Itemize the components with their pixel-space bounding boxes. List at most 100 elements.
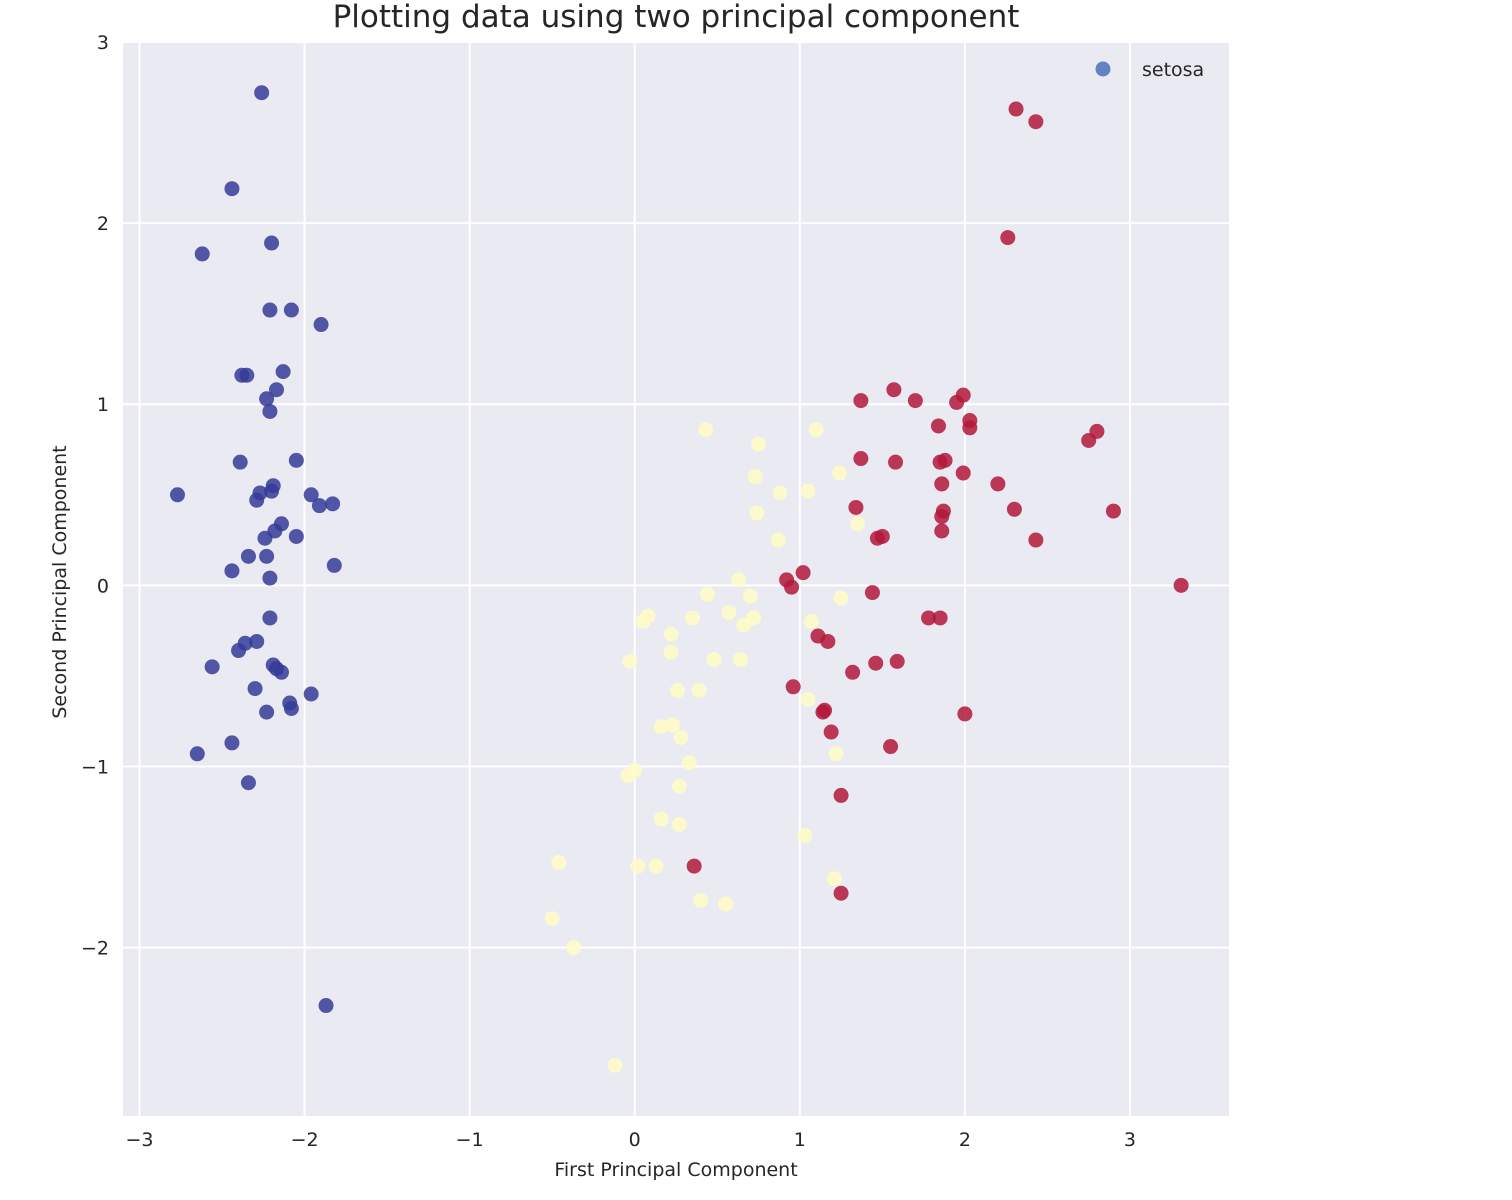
data-point (747, 469, 763, 485)
data-point (772, 485, 788, 501)
data-point (311, 498, 327, 514)
data-point (1008, 101, 1024, 117)
data-point (815, 704, 831, 720)
data-point (288, 452, 304, 468)
data-point (800, 483, 816, 499)
data-point (663, 644, 679, 660)
data-point (868, 655, 884, 671)
data-point (706, 652, 722, 668)
data-point (283, 700, 299, 716)
data-point (845, 664, 861, 680)
data-point (957, 706, 973, 722)
data-point (800, 691, 816, 707)
data-point (566, 940, 582, 956)
data-point (823, 724, 839, 740)
data-point (1028, 532, 1044, 548)
data-point (797, 827, 813, 843)
data-point (888, 454, 904, 470)
data-point (607, 1057, 623, 1073)
data-point (850, 516, 866, 532)
x-tick-label: −2 (291, 1129, 319, 1151)
data-point (930, 418, 946, 434)
data-point (718, 896, 734, 912)
data-point (731, 572, 747, 588)
data-point (275, 364, 291, 380)
x-tick-label: 3 (1124, 1129, 1136, 1151)
y-tick-label: 2 (97, 213, 109, 235)
data-point (693, 892, 709, 908)
data-point (686, 858, 702, 874)
y-tick-label: 1 (97, 394, 109, 416)
data-point (1006, 501, 1022, 517)
x-tick-label: 0 (629, 1129, 641, 1151)
data-point (247, 681, 263, 697)
data-point (544, 911, 560, 927)
data-point (742, 588, 758, 604)
x-tick-labels: −3 −2 −1 0 1 2 3 (125, 1129, 1136, 1151)
data-point (169, 487, 185, 503)
data-point (721, 605, 737, 621)
x-tick-label: 2 (959, 1129, 971, 1151)
data-point (833, 590, 849, 606)
data-point (853, 393, 869, 409)
data-point (663, 626, 679, 642)
data-point (795, 565, 811, 581)
data-point (691, 682, 707, 698)
legend-marker-setosa (1095, 61, 1111, 77)
data-point (194, 246, 210, 262)
data-point (1105, 503, 1121, 519)
data-point (990, 476, 1006, 492)
data-point (622, 653, 638, 669)
data-point (653, 811, 669, 827)
data-point (257, 530, 273, 546)
y-tick-label: −2 (81, 938, 109, 960)
legend: setosa (1095, 59, 1204, 81)
x-axis-label: First Principal Component (554, 1159, 797, 1181)
data-point (259, 391, 275, 407)
data-point (934, 509, 950, 525)
data-point (269, 382, 285, 398)
data-point (889, 653, 905, 669)
data-point (232, 454, 248, 470)
y-tick-label: 0 (97, 575, 109, 597)
data-point (921, 610, 937, 626)
data-point (932, 454, 948, 470)
data-point (627, 762, 643, 778)
data-point (808, 422, 824, 438)
data-point (325, 496, 341, 512)
data-point (648, 858, 664, 874)
data-point (770, 532, 786, 548)
data-point (673, 729, 689, 745)
y-tick-labels: −2 −1 0 1 2 3 (81, 32, 109, 960)
x-tick-label: 1 (794, 1129, 806, 1151)
data-point (685, 610, 701, 626)
data-point (224, 181, 240, 197)
data-point (240, 775, 256, 791)
data-point (934, 523, 950, 539)
data-point (254, 85, 270, 101)
data-point (681, 755, 697, 771)
data-point (699, 586, 715, 602)
data-point (313, 317, 329, 333)
data-point (264, 235, 280, 251)
data-point (833, 787, 849, 803)
data-point (262, 302, 278, 318)
data-point (249, 492, 265, 508)
data-point (785, 679, 801, 695)
data-point (635, 614, 651, 630)
data-point (853, 451, 869, 467)
data-point (231, 643, 247, 659)
data-point (224, 563, 240, 579)
data-point (907, 393, 923, 409)
data-point (653, 719, 669, 735)
data-point (848, 499, 864, 515)
data-point (288, 528, 304, 544)
data-point (671, 778, 687, 794)
data-point (864, 585, 880, 601)
data-point (189, 746, 205, 762)
data-point (932, 610, 948, 626)
data-point (803, 614, 819, 630)
x-tick-label: −3 (125, 1129, 153, 1151)
data-point (736, 617, 752, 633)
